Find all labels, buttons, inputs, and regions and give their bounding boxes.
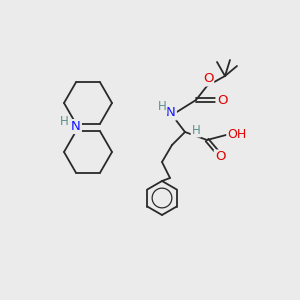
Text: O: O — [215, 151, 225, 164]
Text: N: N — [71, 120, 81, 133]
Text: H: H — [158, 100, 166, 113]
Text: H: H — [60, 115, 68, 128]
Text: H: H — [192, 124, 200, 136]
Text: N: N — [166, 106, 176, 119]
Text: O: O — [217, 94, 227, 106]
Text: O: O — [203, 73, 213, 85]
Text: OH: OH — [227, 128, 247, 142]
